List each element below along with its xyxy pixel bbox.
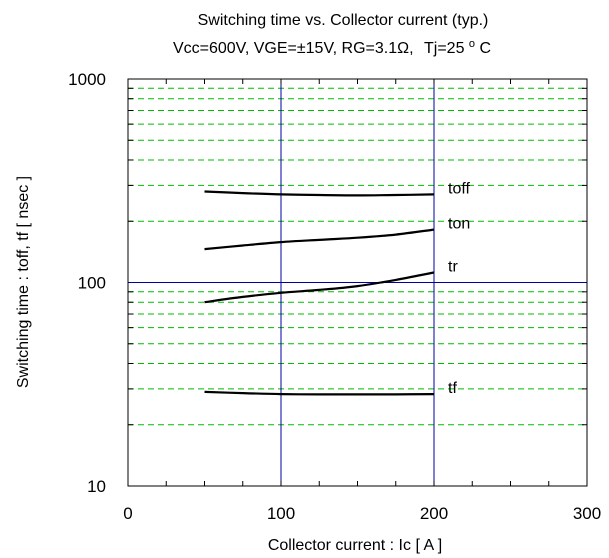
series-label-ton: ton [448, 216, 470, 233]
subtitle-degree: o [469, 38, 475, 50]
series-line-tf [204, 390, 435, 396]
series-line-toff [204, 190, 435, 197]
subtitle-conditions: Vcc=600V, VGE=±15V, RG=3.1Ω, [173, 40, 414, 57]
series-line-ton [204, 228, 435, 251]
minor-gridlines [128, 87, 587, 426]
series-label-toff: toff [448, 180, 471, 197]
y-tick-label: 100 [78, 274, 106, 293]
x-tick-labels: 0 100 200 300 [123, 504, 601, 523]
chart-subtitle: Vcc=600V, VGE=±15V, RG=3.1Ω, Tj=25 o C [173, 34, 491, 57]
x-axis-label: Collector current : Ic [ A ] [268, 537, 442, 554]
series-label-tr: tr [448, 258, 458, 275]
y-tick-label: 10 [87, 477, 106, 496]
series-labels: toff ton tr tf [448, 180, 471, 397]
major-gridlines [128, 79, 587, 486]
y-axis-label: Switching time : toff, tf [ nsec ] [15, 176, 32, 388]
x-tick-label: 300 [573, 504, 601, 523]
subtitle-tj-prefix: Tj=25 [424, 40, 465, 57]
x-tick-label: 0 [123, 504, 132, 523]
x-tick-label: 200 [420, 504, 448, 523]
y-tick-label: 1000 [68, 70, 106, 89]
series-label-tf: tf [448, 380, 457, 397]
series-line-tr [204, 271, 435, 304]
series-lines [204, 190, 435, 396]
y-tick-labels: 10 100 1000 [68, 70, 106, 496]
chart-title: Switching time vs. Collector current (ty… [198, 12, 489, 29]
x-tick-label: 100 [267, 504, 295, 523]
subtitle-tj-unit: C [480, 40, 492, 57]
tick-marks [128, 79, 587, 486]
